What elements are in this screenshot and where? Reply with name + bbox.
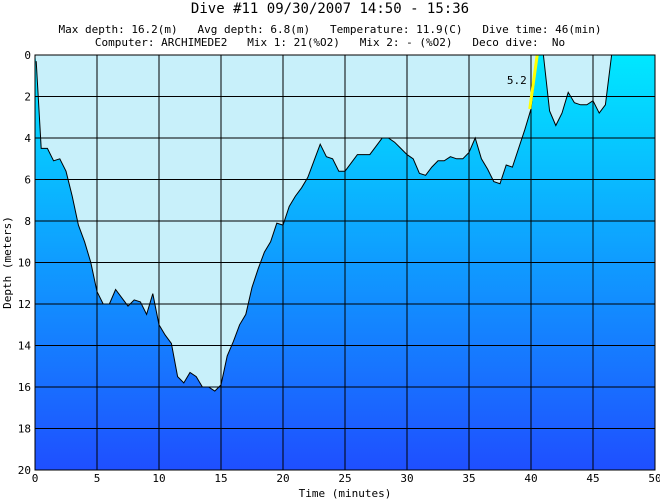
- y-tick-label: 2: [24, 91, 31, 104]
- x-tick-label: 30: [400, 472, 413, 485]
- x-tick-label: 10: [152, 472, 165, 485]
- plot-frame: [34, 54, 656, 471]
- y-axis-ticks: 0 2 4 6 8 10 12 14 16 18 20: [18, 49, 32, 477]
- chart-title: Dive #11 09/30/2007 14:50 - 15:36: [190, 1, 470, 17]
- dive-computer-line: Computer: ARCHIMEDE2 Mix 1: 21(%O2) Mix …: [94, 36, 566, 49]
- x-axis-ticks: 0 5 10 15 20 25 30 35 40 45 50: [32, 472, 660, 485]
- x-tick-label: 25: [338, 472, 351, 485]
- y-tick-label: 12: [18, 298, 31, 311]
- x-tick-label: 5: [94, 472, 101, 485]
- x-tick-label: 35: [462, 472, 475, 485]
- y-tick-label: 6: [24, 174, 31, 187]
- surface-area: [35, 55, 655, 392]
- y-axis-label: Depth (meters): [1, 216, 14, 309]
- y-tick-label: 8: [24, 215, 31, 228]
- y-tick-label: 20: [18, 464, 31, 477]
- dive-summary-line: Max depth: 16.2(m) Avg depth: 6.8(m) Tem…: [58, 23, 602, 36]
- x-tick-label: 45: [586, 472, 599, 485]
- y-tick-label: 18: [18, 423, 31, 436]
- x-tick-label: 20: [276, 472, 289, 485]
- x-tick-label: 15: [214, 472, 227, 485]
- y-tick-label: 14: [18, 340, 32, 353]
- x-tick-label: 0: [32, 472, 39, 485]
- y-tick-label: 0: [24, 49, 31, 62]
- ascent-warning-segment: [528, 54, 539, 110]
- y-tick-label: 10: [18, 257, 31, 270]
- y-tick-label: 4: [24, 132, 31, 145]
- x-tick-label: 40: [524, 472, 537, 485]
- ascent-warning-label: 5.2: [507, 74, 527, 87]
- y-tick-label: 16: [18, 381, 31, 394]
- x-axis-label: Time (minutes): [299, 487, 392, 500]
- depth-profile-line: [35, 54, 613, 392]
- x-tick-label: 50: [648, 472, 660, 485]
